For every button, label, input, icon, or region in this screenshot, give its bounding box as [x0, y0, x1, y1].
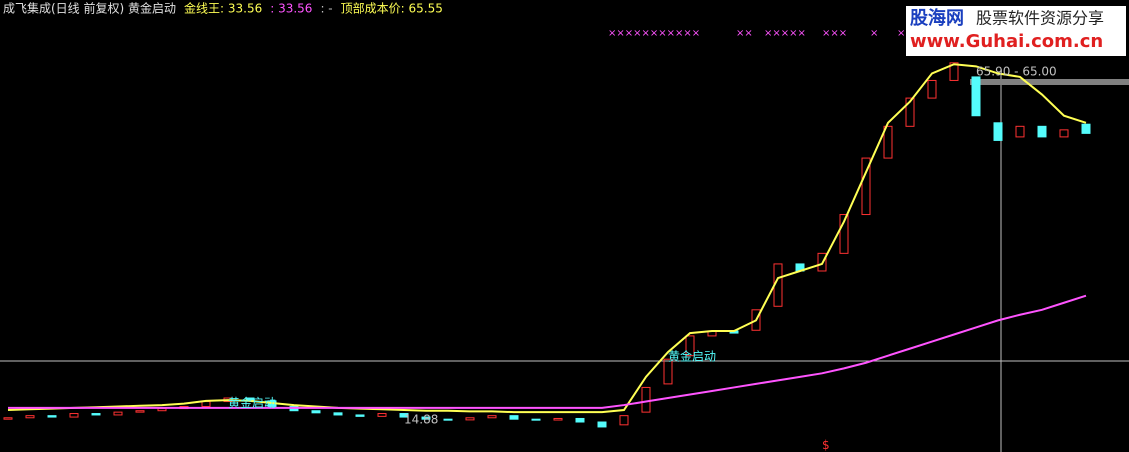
candle: [25, 415, 35, 419]
candle: [685, 335, 695, 357]
candle: [399, 413, 409, 418]
candle: [377, 413, 387, 417]
svg-text:×××××××××××: ×××××××××××: [608, 28, 700, 39]
candle: [1037, 125, 1047, 138]
candle: [641, 386, 651, 413]
candle: [751, 309, 761, 331]
header-item: 顶部成本价: 65.55: [341, 1, 443, 16]
candle: [1059, 129, 1069, 138]
header-item: 金线王: 33.56: [184, 1, 262, 16]
candle: [355, 414, 365, 417]
candle: [201, 401, 211, 407]
svg-text:×: ×: [897, 28, 905, 39]
candle: [927, 79, 937, 99]
candle: [575, 417, 585, 423]
candle: [663, 358, 673, 385]
candle: [531, 418, 541, 421]
candle: [971, 76, 981, 117]
annotation: 黄金启动: [228, 395, 276, 410]
candle: [905, 97, 915, 127]
watermark-logo: 股海网: [909, 7, 964, 29]
line-series: [7, 63, 1087, 414]
candle: [443, 418, 453, 421]
candle: [47, 415, 57, 418]
candle: [69, 413, 79, 418]
svg-text:×××××: ×××××: [764, 28, 806, 39]
candle: [597, 421, 607, 428]
signal-marks: ××××××××××× ×× ××××× ××× × ×: [608, 28, 905, 39]
candle: [993, 122, 1003, 141]
annotation: 黄金启动: [668, 349, 716, 364]
header-item: : 33.56: [270, 2, 312, 16]
header-item: 成飞集成(日线 前复权) 黄金启动: [3, 1, 176, 16]
price-bar: [970, 79, 1129, 85]
watermark-bg: [906, 6, 1126, 56]
candle: [861, 157, 871, 216]
candle: [157, 408, 167, 412]
candle: [465, 417, 475, 421]
svg-text:×: ×: [870, 28, 878, 39]
candle: [311, 410, 321, 414]
candle: [839, 214, 849, 254]
candle: [113, 411, 123, 416]
candle: [509, 415, 519, 420]
candle: [487, 415, 497, 419]
candle: [883, 125, 893, 159]
annotation: $: [822, 438, 830, 452]
candle: [949, 62, 959, 81]
svg-text:××: ××: [736, 28, 753, 39]
header-item: : -: [320, 2, 332, 16]
candle: [333, 412, 343, 416]
candle: [553, 417, 563, 421]
candle: [1081, 123, 1091, 134]
candle: [1015, 125, 1025, 138]
candle: [421, 416, 431, 420]
candle: [817, 252, 827, 272]
annotation: 65.90 - 65.00: [976, 64, 1057, 78]
candle: [135, 410, 145, 413]
candle: [619, 415, 629, 426]
candle: [3, 417, 13, 420]
line-series: [8, 294, 1087, 409]
watermark-slogan: 股票软件资源分享: [976, 9, 1104, 28]
annotation: 14.88: [404, 413, 438, 427]
watermark-url: www.Guhai.com.cn: [910, 31, 1103, 52]
svg-text:×××: ×××: [822, 28, 847, 39]
candle: [91, 413, 101, 416]
